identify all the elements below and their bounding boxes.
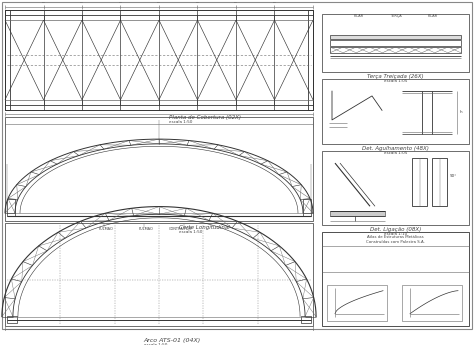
Bar <box>5 10 10 110</box>
Bar <box>330 40 461 46</box>
Bar <box>322 151 469 225</box>
Text: escala 1:05: escala 1:05 <box>384 79 407 83</box>
Text: Terça Treiçada (26X): Terça Treiçada (26X) <box>367 74 424 79</box>
Text: dim: dim <box>118 2 123 3</box>
Bar <box>7 199 15 216</box>
Text: Construídas com Palestra S.A.: Construídas com Palestra S.A. <box>366 240 425 244</box>
Bar <box>301 316 311 323</box>
Text: dim: dim <box>41 2 46 3</box>
Text: CONTRA-TOM: CONTRA-TOM <box>169 227 192 231</box>
Bar <box>330 34 461 39</box>
Text: TERÇA: TERÇA <box>390 14 401 18</box>
Text: escala 1:05: escala 1:05 <box>384 151 407 155</box>
Bar <box>322 232 469 326</box>
Text: Planta de Cobertura (02X): Planta de Cobertura (02X) <box>169 115 241 120</box>
Text: Atlas de Estruturas Metálicas: Atlas de Estruturas Metálicas <box>367 235 424 239</box>
Text: dim: dim <box>234 2 238 3</box>
Text: PULMAO: PULMAO <box>139 227 154 231</box>
Text: PILAR: PILAR <box>354 14 364 18</box>
Text: PILAR: PILAR <box>427 14 438 18</box>
Text: Det. Ligação (08X): Det. Ligação (08X) <box>370 227 421 233</box>
Text: escala 1:50: escala 1:50 <box>144 344 167 345</box>
Text: h: h <box>460 110 463 114</box>
Text: dim: dim <box>195 2 200 3</box>
Text: PULMAO: PULMAO <box>99 227 114 231</box>
Bar <box>303 199 311 216</box>
Bar <box>7 316 17 323</box>
Text: Corte Longitudinal: Corte Longitudinal <box>179 225 230 230</box>
Bar <box>330 211 385 216</box>
Bar <box>402 285 462 322</box>
Text: escala 1:10: escala 1:10 <box>384 232 407 236</box>
Text: escala 1:50: escala 1:50 <box>169 120 192 124</box>
Text: dim: dim <box>80 2 84 3</box>
Text: escala 1:50: escala 1:50 <box>179 230 203 234</box>
Bar <box>5 223 313 326</box>
Text: 90°: 90° <box>450 175 457 178</box>
Bar <box>330 47 461 53</box>
Text: Det. Agulhamento (48X): Det. Agulhamento (48X) <box>362 146 429 151</box>
Bar <box>308 10 313 110</box>
Text: dim: dim <box>157 2 161 3</box>
Bar <box>327 285 387 322</box>
Bar <box>5 10 313 110</box>
Text: dim: dim <box>273 2 276 3</box>
Text: Arco ATS-01 (04X): Arco ATS-01 (04X) <box>144 338 201 343</box>
Bar <box>322 79 469 144</box>
Bar <box>432 158 447 206</box>
Bar <box>412 158 427 206</box>
Bar <box>322 14 469 72</box>
Bar <box>5 117 313 221</box>
